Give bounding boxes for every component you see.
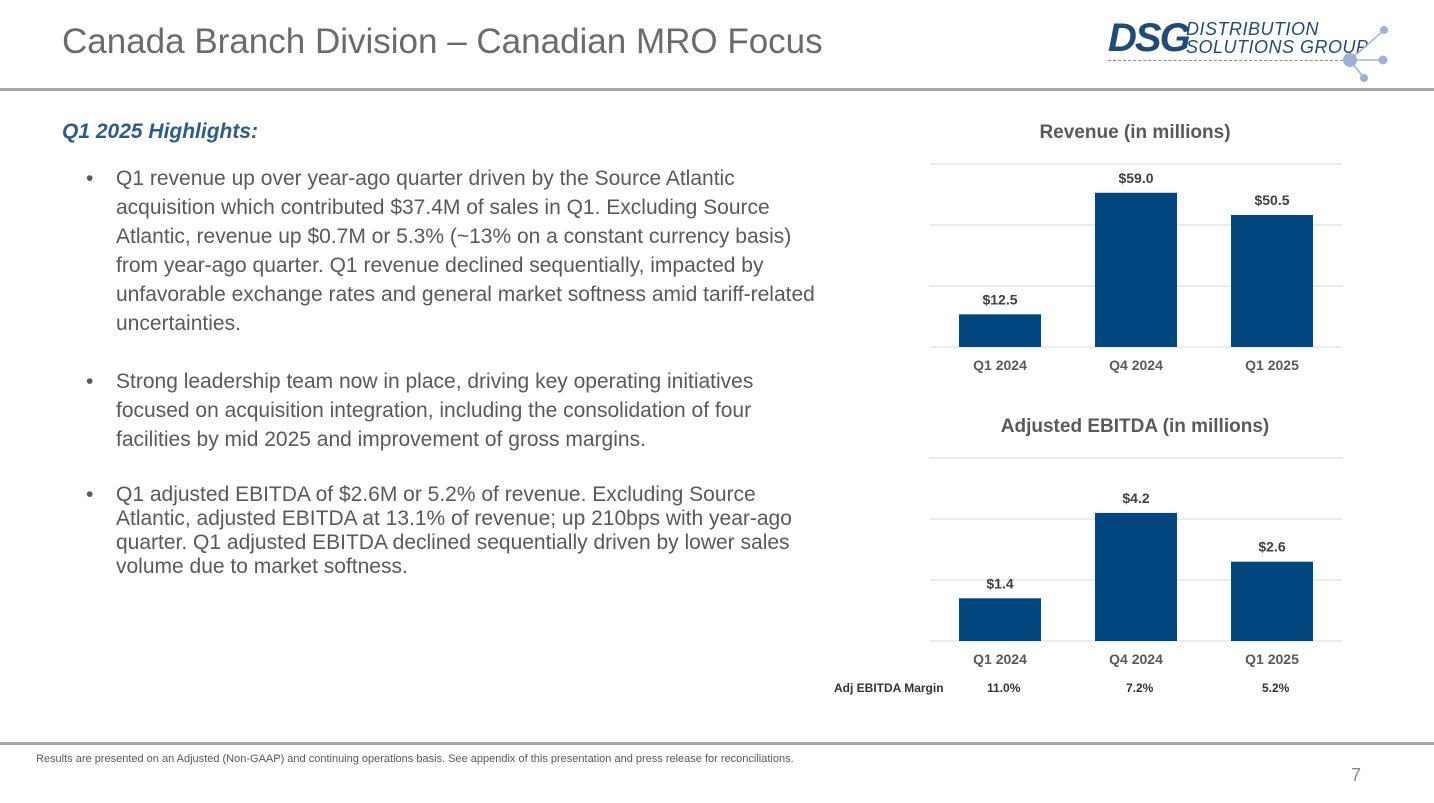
ebitda-margin-value: 7.2% [1126,681,1154,695]
logo-dashed-rule [1108,60,1348,61]
highlight-bullet: Strong leadership team now in place, dri… [86,367,816,454]
x-tick-label: Q1 2025 [1245,357,1299,373]
highlights-heading: Q1 2025 Highlights: [62,120,259,143]
bar-q4-2024 [1095,192,1177,347]
highlight-bullet: Q1 adjusted EBITDA of $2.6M or 5.2% of r… [86,483,816,579]
data-label: $1.4 [986,575,1013,591]
revenue-chart: Revenue (in millions) $12.5 Q1 2024 $59.0 Q… [900,118,1360,388]
bar-q4-2024 [1095,512,1177,641]
highlights-list: Q1 revenue up over year-ago quarter driv… [86,164,816,579]
data-label: $4.2 [1122,490,1149,506]
ebitda-margin-label: Adj EBITDA Margin [834,681,944,695]
page-number: 7 [1351,765,1362,785]
footnote: Results are presented on an Adjusted (No… [36,753,794,765]
slide-title: Canada Branch Division – Canadian MRO Fo… [62,22,823,61]
header-divider [0,88,1434,91]
x-tick-label: Q1 2024 [973,357,1027,373]
data-label: $12.5 [982,291,1017,307]
ebitda-margin-value: 11.0% [987,681,1021,695]
ebitda-chart-plot: $1.4 Q1 2024 $4.2 Q4 2024 $2.6 Q1 2025 [930,457,1342,667]
bar-q1-2024 [959,314,1041,347]
data-label: $59.0 [1118,170,1153,186]
x-tick-label: Q4 2024 [1109,357,1163,373]
bar-q1-2024 [959,598,1041,641]
highlight-bullet: Q1 revenue up over year-ago quarter driv… [86,164,816,338]
revenue-chart-plot: $12.5 Q1 2024 $59.0 Q4 2024 $50.5 Q1 2025 [930,163,1342,373]
x-tick-label: Q1 2025 [1245,651,1299,667]
network-nodes-icon [1343,26,1388,82]
bar-q1-2025 [1231,561,1313,641]
bar-q1-2025 [1231,214,1313,347]
logo-line-2: SOLUTIONS GROUP [1186,37,1369,57]
ebitda-chart: Adjusted EBITDA (in millions) $1.4 Q1 202… [900,412,1360,682]
x-tick-label: Q1 2024 [973,651,1027,667]
chart-title: Revenue (in millions) [1039,122,1231,143]
chart-title: Adjusted EBITDA (in millions) [1000,416,1270,437]
ebitda-margin-value: 5.2% [1262,681,1290,695]
company-logo: DSG DISTRIBUTION SOLUTIONS GROUP [1106,18,1396,98]
logo-line-1: DISTRIBUTION [1186,19,1320,39]
x-tick-label: Q4 2024 [1109,651,1163,667]
data-label: $50.5 [1254,192,1289,208]
logo-mark: DSG [1108,16,1191,60]
logo-wordmark: DISTRIBUTION SOLUTIONS GROUP [1186,20,1369,56]
footer-divider [0,742,1434,745]
data-label: $2.6 [1258,539,1285,555]
